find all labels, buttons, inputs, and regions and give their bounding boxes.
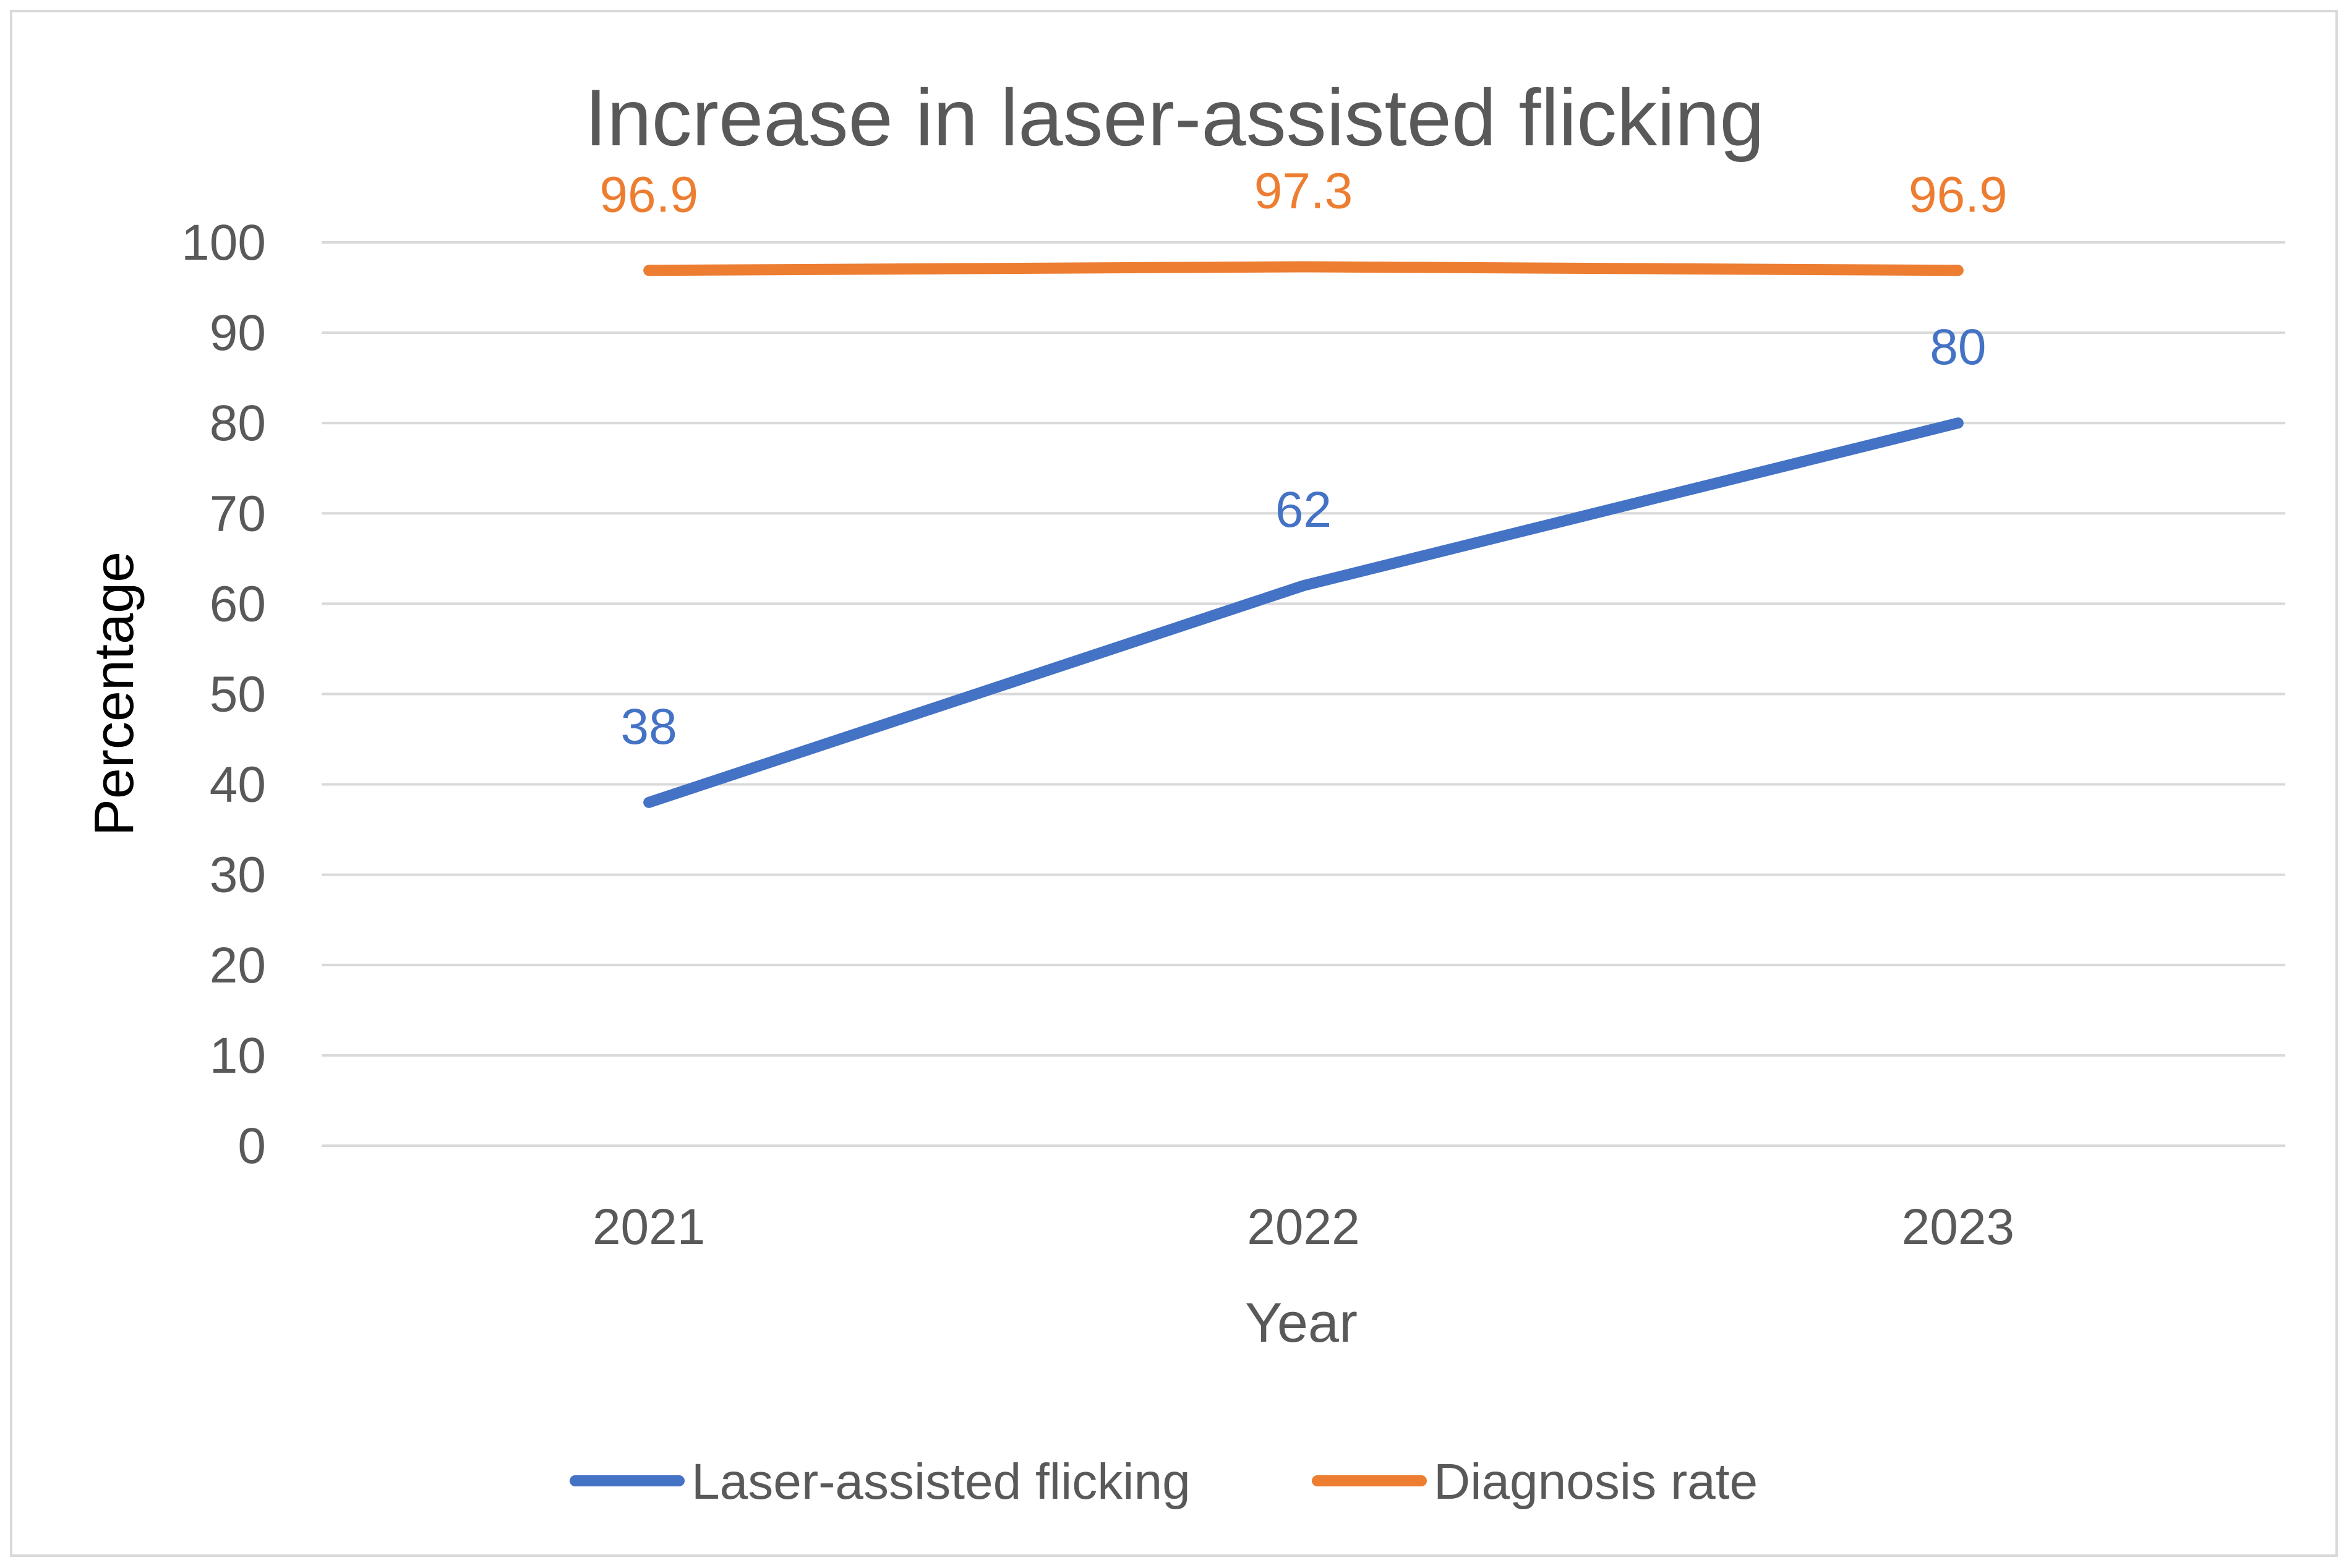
y-tick-label: 30 [210, 847, 266, 903]
y-tick-label: 40 [210, 757, 266, 813]
y-tick-label: 90 [210, 305, 266, 361]
data-label-diagnosis-rate: 96.9 [599, 166, 698, 223]
chart-title: Increase in laser-assisted flicking [584, 72, 1764, 163]
y-tick-label: 20 [210, 937, 266, 994]
data-label-laser-assisted-flicking: 80 [1930, 319, 1986, 375]
data-label-diagnosis-rate: 96.9 [1909, 166, 2008, 223]
x-tick-label: 2023 [1902, 1199, 2014, 1255]
x-tick-label: 2021 [593, 1199, 705, 1255]
y-tick-label: 80 [210, 395, 266, 451]
data-label-diagnosis-rate: 97.3 [1254, 163, 1353, 219]
y-axis-ticks: 0 10 20 30 40 50 60 70 80 90 100 [181, 215, 266, 1174]
x-axis-ticks: 2021 2022 2023 [593, 1199, 2014, 1255]
y-tick-label: 70 [210, 485, 266, 542]
series-line-diagnosis-rate [643, 261, 1964, 276]
y-tick-label: 50 [210, 667, 266, 723]
y-tick-label: 0 [237, 1118, 266, 1174]
series-line-laser-assisted-flicking [643, 417, 1964, 808]
y-tick-label: 60 [210, 576, 266, 632]
legend-label-laser-assisted-flicking: Laser-assisted flicking [691, 1454, 1191, 1510]
x-axis-title: Year [1245, 1292, 1358, 1354]
data-label-laser-assisted-flicking: 62 [1275, 482, 1332, 538]
y-axis-title: Percentage [83, 552, 145, 836]
data-label-laser-assisted-flicking: 38 [621, 699, 677, 755]
legend: Laser-assisted flicking Diagnosis rate [570, 1454, 1758, 1510]
x-tick-label: 2022 [1247, 1199, 1359, 1255]
y-tick-label: 100 [181, 215, 266, 271]
gridlines [322, 241, 2285, 1147]
legend-label-diagnosis-rate: Diagnosis rate [1434, 1454, 1758, 1510]
data-labels: 38 62 80 96.9 97.3 96.9 [599, 163, 2007, 754]
y-tick-label: 10 [210, 1028, 266, 1084]
series-lines [643, 261, 1964, 808]
